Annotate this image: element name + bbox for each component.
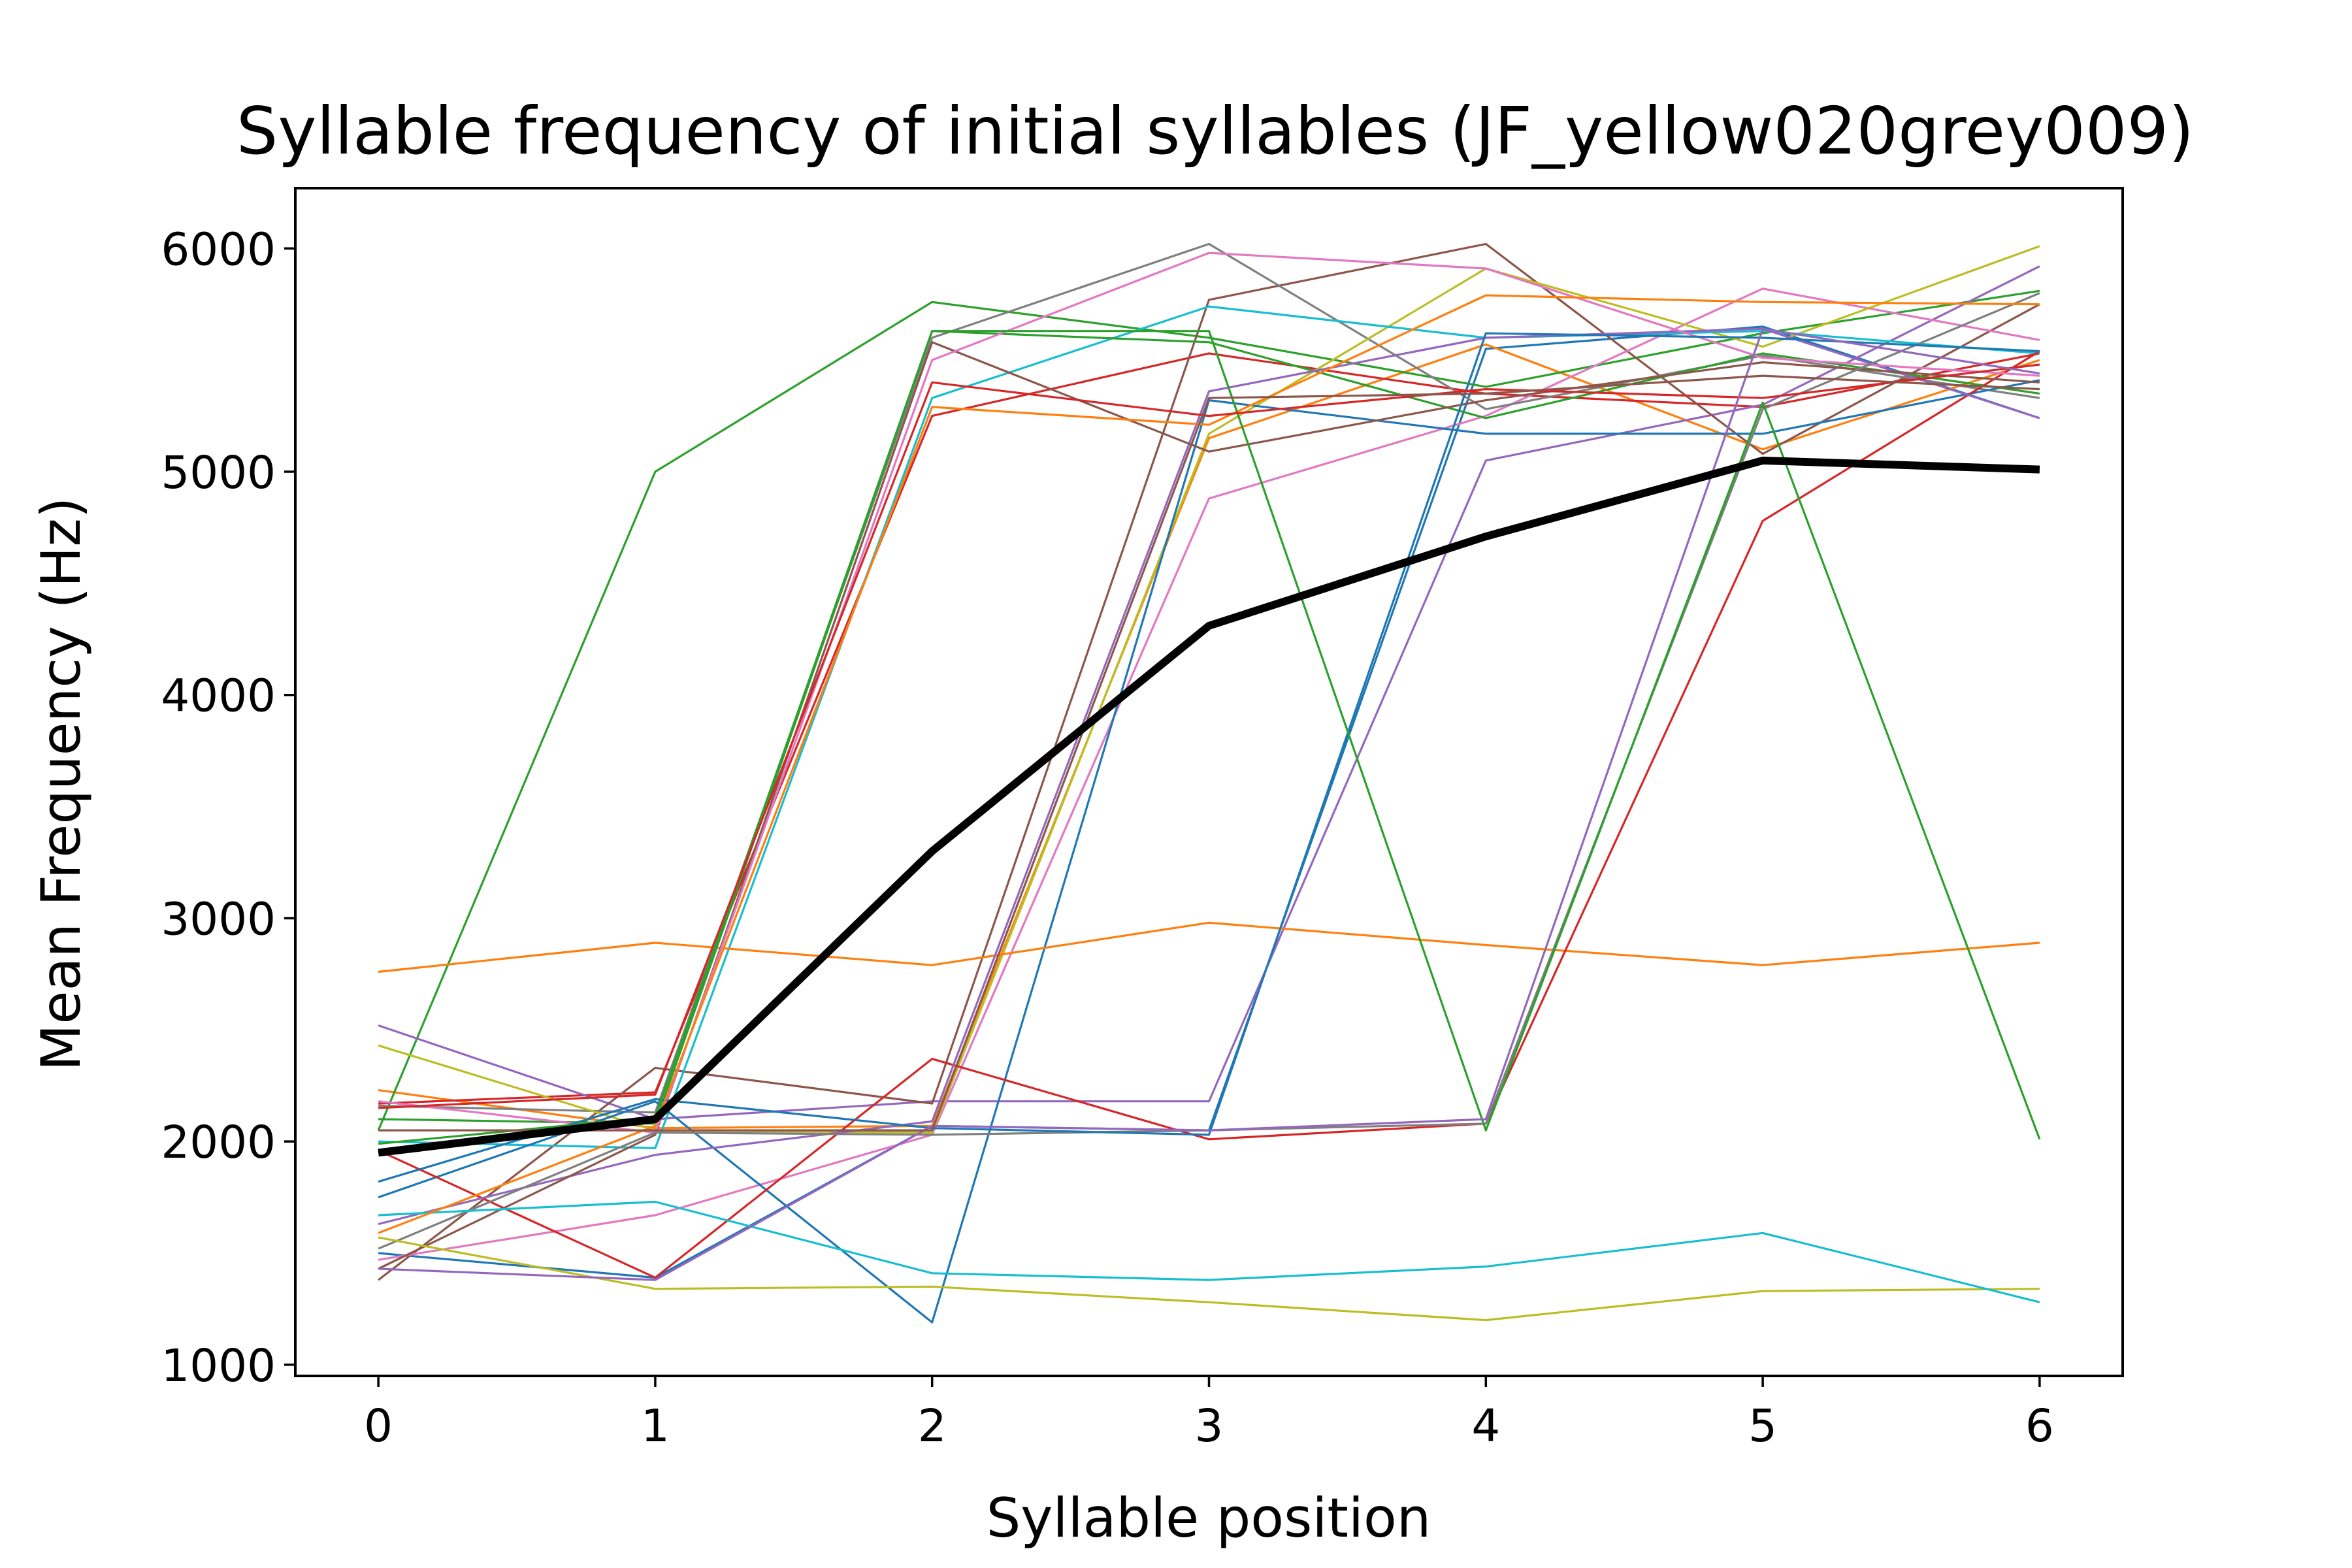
y-axis: 1000 2000 3000 4000 5000 6000 (161, 223, 295, 1392)
y-tick-label: 3000 (161, 893, 276, 945)
y-tick-label: 6000 (161, 223, 276, 276)
x-axis: 0 1 2 3 4 5 6 (364, 1376, 2054, 1452)
series-line-2 (377, 289, 2040, 1131)
x-axis-label: Syllable position (987, 1486, 1431, 1550)
x-tick-label: 5 (1748, 1400, 1777, 1452)
series-line-5 (378, 242, 2040, 1281)
series-line-13 (378, 350, 2040, 1279)
series-line-12 (378, 330, 2040, 1125)
series-line-1 (378, 343, 2040, 1130)
series-line-3 (378, 352, 2040, 1105)
y-tick-label: 1000 (161, 1340, 276, 1392)
series-line-16 (378, 252, 2040, 1134)
x-tick-label: 3 (1195, 1400, 1224, 1452)
series-line-23 (378, 363, 2040, 1109)
y-tick-label: 2000 (161, 1117, 276, 1169)
chart-title: Syllable frequency of initial syllables … (237, 93, 2194, 169)
series-line-15 (378, 341, 2040, 1270)
x-tick-label: 6 (2025, 1400, 2054, 1452)
series-line-6 (378, 287, 2040, 1261)
series-line-7 (378, 242, 2040, 1114)
series-line-11 (378, 921, 2040, 973)
series-line-18 (378, 1236, 2040, 1322)
series-line-22 (378, 330, 2041, 1145)
x-tick-label: 0 (364, 1400, 393, 1452)
x-tick-label: 2 (918, 1400, 947, 1452)
series-line-20 (378, 332, 2040, 1183)
y-tick-label: 5000 (161, 447, 276, 499)
series-line-25 (378, 374, 2040, 1132)
series-line-24 (378, 327, 2040, 1281)
x-tick-label: 4 (1471, 1400, 1500, 1452)
plot-area (377, 242, 2041, 1324)
series-line-8 (378, 245, 2040, 1134)
series-line-21 (378, 294, 2040, 1234)
series-mean-line (378, 456, 2040, 1157)
y-axis-label: Mean Frequency (Hz) (29, 497, 93, 1071)
y-tick-label: 4000 (161, 670, 276, 723)
series-line-10 (378, 379, 2040, 1324)
series-line-19 (378, 1200, 2040, 1303)
x-tick-label: 1 (641, 1400, 670, 1452)
